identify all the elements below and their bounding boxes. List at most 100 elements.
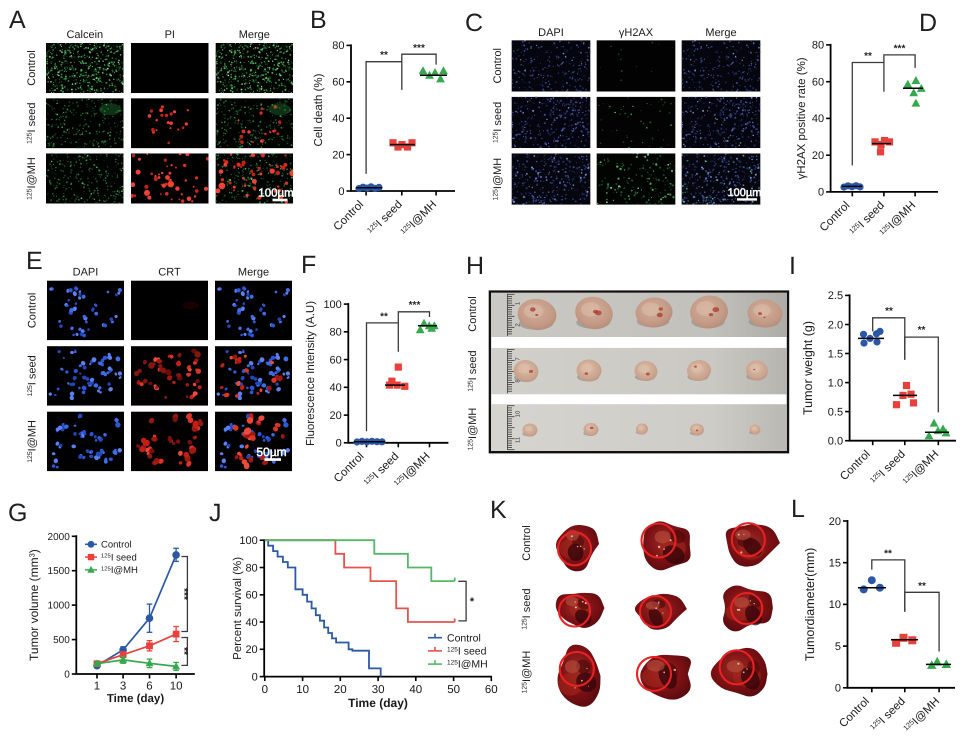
svg-text:1: 1 xyxy=(515,301,522,305)
svg-text:50µm: 50µm xyxy=(256,445,286,459)
svg-text:100µm: 100µm xyxy=(258,188,293,200)
svg-text:125I seed: 125I seed xyxy=(467,350,479,391)
svg-text:20: 20 xyxy=(334,684,347,696)
svg-text:60: 60 xyxy=(812,77,824,89)
svg-text:**: ** xyxy=(864,51,872,62)
svg-text:80: 80 xyxy=(812,40,824,52)
svg-text:7: 7 xyxy=(515,357,522,361)
svg-text:20: 20 xyxy=(829,516,841,528)
svg-text:1000: 1000 xyxy=(48,601,71,612)
svg-text:Merge: Merge xyxy=(238,267,269,279)
svg-text:Cell death (%): Cell death (%) xyxy=(313,73,325,146)
svg-text:80: 80 xyxy=(245,562,257,574)
svg-text:20: 20 xyxy=(330,410,342,422)
svg-text:0.0: 0.0 xyxy=(828,436,843,448)
svg-text:2.0: 2.0 xyxy=(828,319,843,331)
svg-text:***: *** xyxy=(413,43,425,54)
svg-text:**: ** xyxy=(885,306,893,317)
svg-text:40: 40 xyxy=(330,382,342,394)
svg-text:1: 1 xyxy=(94,681,100,693)
svg-text:125I seed: 125I seed xyxy=(27,355,39,396)
svg-text:80: 80 xyxy=(330,327,342,339)
svg-text:3: 3 xyxy=(120,681,126,693)
svg-text:**: ** xyxy=(884,548,892,559)
svg-text:40: 40 xyxy=(332,113,344,125)
svg-text:E: E xyxy=(26,247,43,275)
svg-text:**: ** xyxy=(380,50,388,61)
svg-text:G: G xyxy=(8,499,27,527)
svg-text:60: 60 xyxy=(485,684,498,696)
svg-text:10: 10 xyxy=(296,684,309,696)
svg-text:L: L xyxy=(791,495,805,523)
svg-text:125I@MH: 125I@MH xyxy=(26,157,38,200)
svg-text:**: ** xyxy=(918,581,926,592)
svg-text:Control: Control xyxy=(492,48,504,83)
svg-text:2000: 2000 xyxy=(48,532,71,543)
svg-text:125I@MH: 125I@MH xyxy=(467,408,479,451)
svg-text:1500: 1500 xyxy=(48,566,71,577)
svg-text:1.0: 1.0 xyxy=(828,377,843,389)
svg-text:20: 20 xyxy=(332,149,344,161)
svg-text:6: 6 xyxy=(146,681,152,693)
svg-text:Time (day): Time (day) xyxy=(348,696,408,710)
svg-text:***: *** xyxy=(178,588,189,600)
svg-text:125I seed: 125I seed xyxy=(26,103,38,144)
svg-text:0: 0 xyxy=(818,187,824,199)
svg-text:***: *** xyxy=(409,300,421,311)
svg-text:125I@MH: 125I@MH xyxy=(27,420,39,463)
svg-text:PI: PI xyxy=(165,29,175,41)
svg-text:60: 60 xyxy=(332,77,344,89)
svg-text:1.5: 1.5 xyxy=(828,348,843,360)
svg-text:CRT: CRT xyxy=(158,267,181,279)
svg-text:Fluorescence Intensity (A.U): Fluorescence Intensity (A.U) xyxy=(305,301,317,446)
svg-text:20: 20 xyxy=(812,150,824,162)
svg-text:I: I xyxy=(789,252,796,280)
svg-text:125I seed: 125I seed xyxy=(101,552,137,563)
svg-text:125I@MH: 125I@MH xyxy=(101,565,138,576)
svg-text:DAPI: DAPI xyxy=(538,27,564,39)
svg-text:Control: Control xyxy=(467,296,479,331)
svg-text:DAPI: DAPI xyxy=(73,267,99,279)
svg-text:20: 20 xyxy=(245,644,257,656)
svg-text:2.5: 2.5 xyxy=(828,290,843,302)
svg-text:500: 500 xyxy=(53,635,70,646)
svg-text:Percent survival (%): Percent survival (%) xyxy=(232,557,244,660)
svg-text:50: 50 xyxy=(447,684,460,696)
svg-text:100: 100 xyxy=(323,299,341,311)
svg-text:γH2AX: γH2AX xyxy=(619,27,654,39)
svg-text:15: 15 xyxy=(829,558,841,570)
svg-text:Tumor weight (g): Tumor weight (g) xyxy=(801,321,815,415)
svg-text:10: 10 xyxy=(515,410,522,417)
svg-text:100µm: 100µm xyxy=(728,187,762,199)
svg-text:40: 40 xyxy=(409,684,422,696)
svg-text:0: 0 xyxy=(64,670,70,681)
svg-text:0: 0 xyxy=(338,186,344,198)
svg-text:**: ** xyxy=(380,311,388,322)
svg-text:Time (day): Time (day) xyxy=(107,693,164,705)
svg-text:80: 80 xyxy=(332,40,344,52)
svg-text:125I@MH: 125I@MH xyxy=(492,158,504,201)
svg-text:125I@MH: 125I@MH xyxy=(447,659,488,671)
svg-text:125I seed: 125I seed xyxy=(447,646,487,658)
svg-text:**: ** xyxy=(178,647,189,655)
svg-text:γH2AX positive rate (%): γH2AX positive rate (%) xyxy=(796,57,808,179)
svg-text:10: 10 xyxy=(829,599,841,611)
svg-text:2: 2 xyxy=(515,323,522,327)
svg-text:Merge: Merge xyxy=(239,29,270,41)
svg-text:Tumordiameter(mm): Tumordiameter(mm) xyxy=(803,548,817,661)
svg-text:60: 60 xyxy=(245,590,257,602)
svg-text:F: F xyxy=(301,251,316,279)
svg-text:**: ** xyxy=(918,325,926,336)
svg-text:Control: Control xyxy=(447,632,481,644)
svg-text:40: 40 xyxy=(812,113,824,125)
svg-text:125I seed: 125I seed xyxy=(492,102,504,143)
svg-text:C: C xyxy=(465,9,483,37)
svg-text:0: 0 xyxy=(336,438,342,450)
svg-text:Tumor volume (mm3): Tumor volume (mm3) xyxy=(27,549,41,661)
svg-text:Control: Control xyxy=(27,293,39,328)
svg-text:A: A xyxy=(9,6,26,34)
svg-text:Merge: Merge xyxy=(705,27,736,39)
svg-text:B: B xyxy=(310,6,327,34)
svg-text:60: 60 xyxy=(330,354,342,366)
svg-text:0: 0 xyxy=(835,683,841,695)
